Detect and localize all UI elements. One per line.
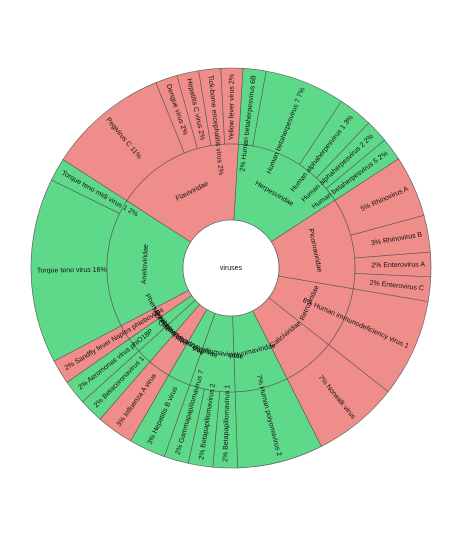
species-label-2-enterovirus-a: 2% Enterovirus A: [371, 261, 425, 269]
species-label-2-betapapillomavirus-1: 2% Betapapillomavirus 1: [222, 385, 231, 462]
center-label: viruses: [220, 265, 243, 272]
family-ring: [106, 143, 356, 393]
family-label-anelloviridae: Anelloviridae: [141, 244, 150, 284]
species-label-torque-teno-virus-16: Torque teno virus 16%: [37, 267, 107, 275]
species-ring: [30, 67, 432, 469]
species-label-yellow-fever-virus-2: Yellow fever virus 2%: [228, 74, 235, 140]
center-hole: [182, 219, 280, 317]
